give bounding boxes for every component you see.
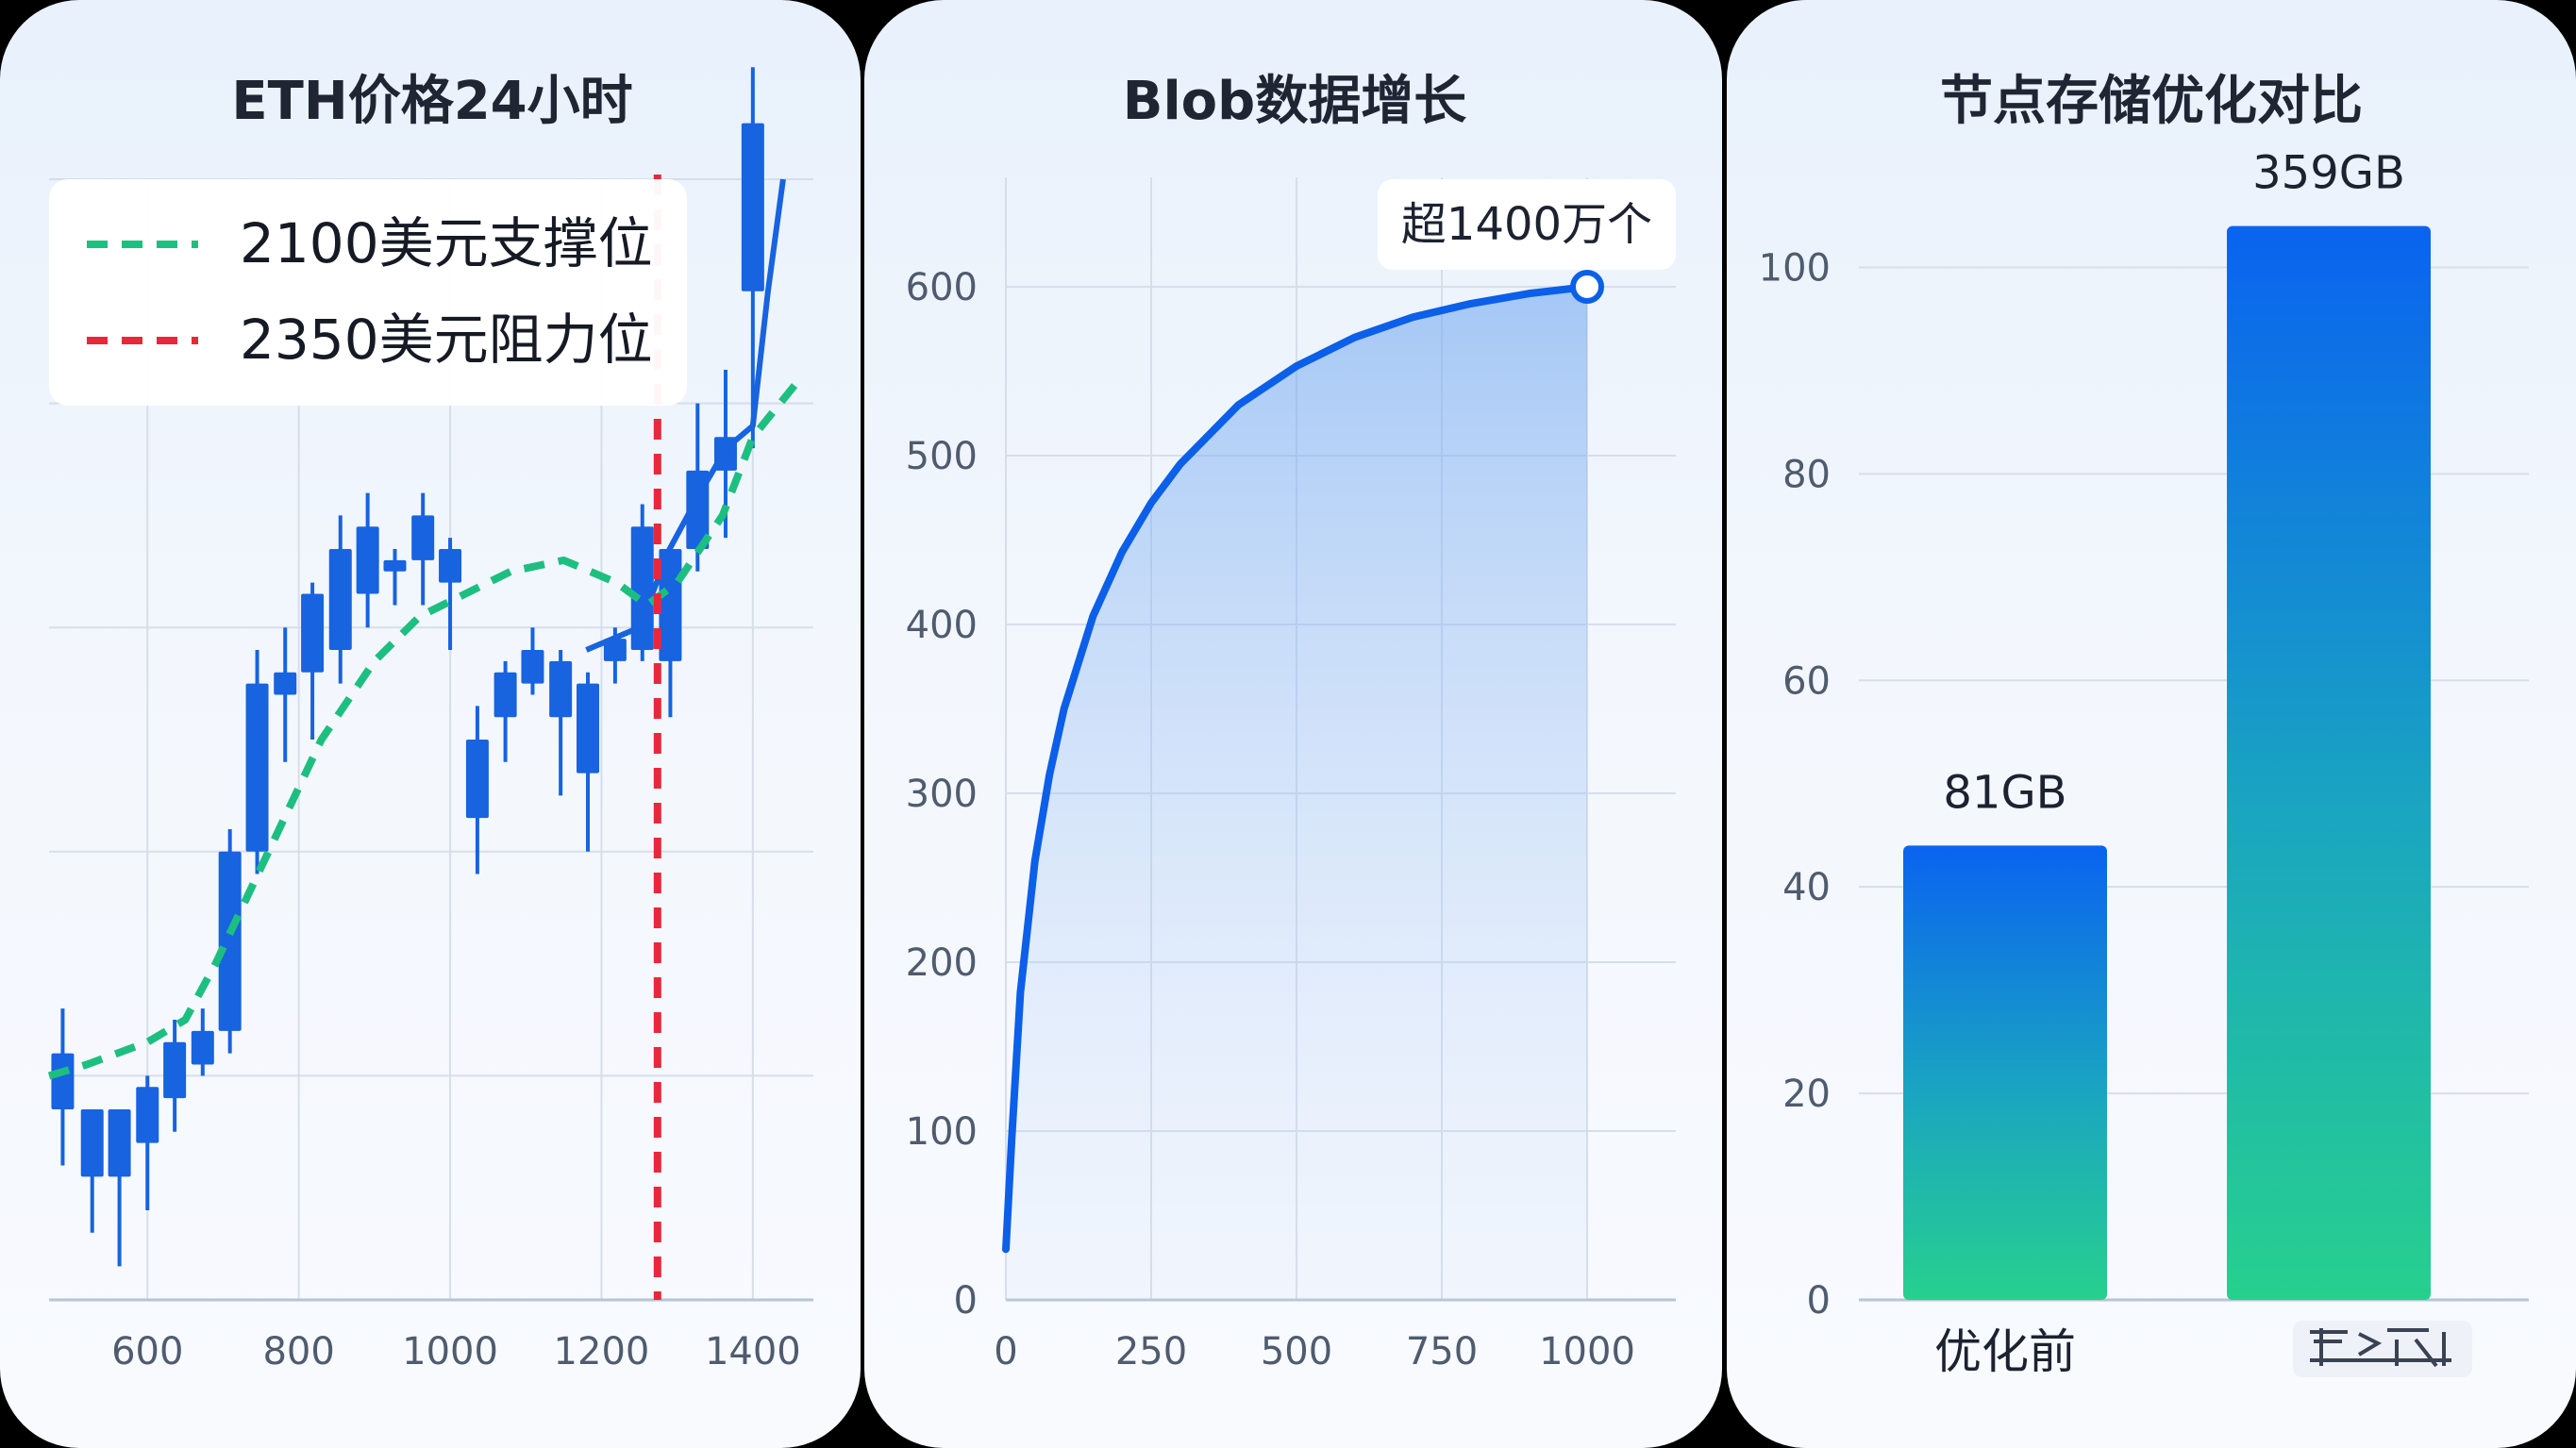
candle-body <box>218 851 242 1031</box>
annotation-box <box>1378 179 1676 270</box>
candle-body <box>603 639 627 661</box>
y-tick-label: 300 <box>906 773 978 816</box>
y-tick-label: 80 <box>1782 453 1831 496</box>
y-tick-label: 500 <box>906 435 978 478</box>
candle-body <box>659 549 682 661</box>
legend-support-label: 2100美元支撑位 <box>240 211 653 275</box>
candle-body <box>411 515 435 560</box>
y-tick-label: 60 <box>1782 659 1831 703</box>
candle-body <box>521 649 544 684</box>
y-tick-label: 200 <box>906 941 978 985</box>
y-tick-label: 100 <box>906 1110 978 1154</box>
eth-price-chart: ETH价格24小时 600 800 1000 1200 1400 2100美元支撑位 2… <box>47 67 813 1373</box>
candle-body <box>301 593 325 673</box>
candle-body <box>80 1109 104 1177</box>
candle-body <box>245 683 269 852</box>
x-tick-label: 1400 <box>705 1330 801 1373</box>
x-tick-label: 500 <box>1261 1330 1332 1373</box>
y-tick-label: 100 <box>1759 246 1831 290</box>
x-tick-label: 1000 <box>402 1330 498 1373</box>
y-tick-label: 0 <box>954 1279 978 1323</box>
x-tick-label: 1000 <box>1539 1330 1635 1373</box>
candle-body <box>274 672 297 695</box>
candle-body <box>493 672 517 718</box>
support-line <box>47 378 802 1080</box>
storage-panel: 节点存储优化对比 0 20 40 60 80 100 81GB 优化前 359GB <box>1727 0 2576 1448</box>
category-label: 优化前 <box>1934 1324 2076 1379</box>
candle-body <box>383 559 407 572</box>
x-tick-label: 250 <box>1115 1330 1187 1373</box>
y-tick-label: 600 <box>906 266 978 309</box>
eth-price-panel: ETH价格24小时 600 800 1000 1200 1400 2100美元支撑位 2… <box>0 0 861 1448</box>
bar-value-label: 81GB <box>1943 766 2066 819</box>
legend-box <box>49 179 687 406</box>
candle-body <box>630 526 654 650</box>
candle-body <box>577 683 600 774</box>
candle-body <box>741 123 764 291</box>
trend-line <box>585 178 786 653</box>
legend: 2100美元支撑位 2350美元阻力位 <box>49 179 687 406</box>
y-tick-label: 400 <box>906 604 978 647</box>
eth-price-title: ETH价格24小时 <box>231 71 632 132</box>
candle-body <box>51 1053 75 1110</box>
candle-body <box>439 549 462 583</box>
blob-growth-title: Blob数据增长 <box>1123 71 1466 132</box>
growth-line <box>1002 283 1591 1254</box>
x-tick-label: 1200 <box>554 1330 650 1373</box>
candle-body <box>549 660 573 718</box>
x-tick-label: 750 <box>1406 1330 1478 1373</box>
candle-body <box>191 1030 214 1065</box>
annotation: 超1400万个 <box>1378 179 1676 270</box>
x-tick-label: 600 <box>111 1330 183 1373</box>
y-tick-label: 20 <box>1782 1073 1831 1116</box>
storage-title: 节点存储优化对比 <box>1940 71 2363 132</box>
x-tick-label: 0 <box>994 1330 1017 1373</box>
annotation-text: 超1400万个 <box>1401 198 1652 251</box>
candle-body <box>136 1087 159 1143</box>
candle-body <box>328 549 352 650</box>
end-point-marker <box>1570 270 1604 304</box>
blob-growth-panel: Blob数据增长 0 100 200 300 400 500 600 0 250 500 750 10… <box>864 0 1722 1448</box>
bar-value-label: 359GB <box>2252 147 2405 200</box>
y-tick-label: 0 <box>1807 1279 1831 1323</box>
candle-body <box>356 526 379 594</box>
blob-growth-chart: Blob数据增长 0 100 200 300 400 500 600 0 250 500 750 10… <box>906 71 1676 1373</box>
candle-body <box>108 1109 131 1177</box>
storage-bar <box>2227 225 2431 1300</box>
legend-resistance-label: 2350美元阻力位 <box>240 308 653 372</box>
storage-bar <box>1903 845 2107 1300</box>
x-tick-label: 800 <box>262 1330 334 1373</box>
growth-area <box>1006 287 1587 1300</box>
storage-chart: 节点存储优化对比 0 20 40 60 80 100 81GB 优化前 359GB <box>1759 71 2529 1379</box>
garbled-category-label <box>2293 1321 2472 1377</box>
candle-body <box>163 1041 187 1099</box>
candle-body <box>465 740 489 819</box>
y-tick-label: 40 <box>1782 866 1831 909</box>
